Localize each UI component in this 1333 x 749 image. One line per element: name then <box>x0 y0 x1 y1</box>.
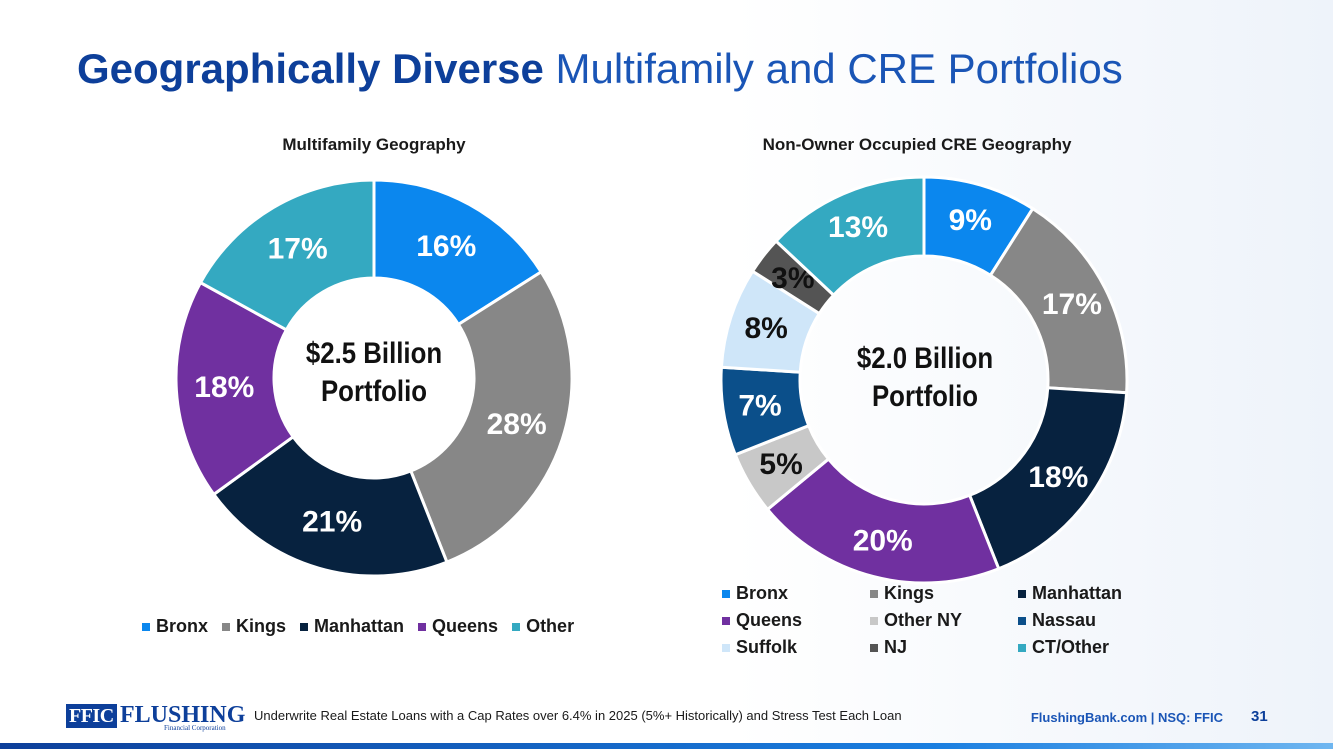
cre-legend-swatch <box>1018 589 1026 598</box>
multifamily-center-caption: Portfolio <box>320 375 428 408</box>
cre-legend-swatch <box>722 589 730 598</box>
cre-center-label: $2.0 Billion Portfolio <box>839 340 1011 416</box>
cre-legend-kings: Kings <box>870 583 1018 604</box>
cre-label-kings: 17% <box>1042 288 1102 321</box>
logo-name: FLUSHING <box>120 702 246 728</box>
cre-legend-label: Kings <box>884 583 935 603</box>
cre-legend: Bronx Kings Manhattan Queens Other NY Nassau S… <box>722 583 1148 658</box>
cre-legend-swatch <box>722 643 730 652</box>
multifamily-label-kings: 28% <box>487 408 547 441</box>
bottom-accent-bar <box>0 743 1333 749</box>
multifamily-label-bronx: 16% <box>416 230 476 263</box>
multifamily-legend-other: Other <box>512 616 574 637</box>
cre-legend-swatch <box>1018 643 1026 652</box>
cre-legend-manhattan: Manhattan <box>1018 583 1148 604</box>
cre-legend-swatch <box>870 616 878 625</box>
cre-slice-queens <box>765 456 1001 585</box>
multifamily-legend-swatch <box>512 622 521 631</box>
multifamily-legend: Bronx Kings Manhattan Queens Other <box>142 616 574 637</box>
multifamily-legend-swatch <box>142 622 150 631</box>
multifamily-legend-label: Kings <box>236 616 287 636</box>
cre-legend-label: Other NY <box>884 610 963 630</box>
multifamily-donut-chart: 16% 28% 21% 18% 17% <box>174 178 574 578</box>
cre-legend-bronx: Bronx <box>722 583 870 604</box>
cre-legend-suffolk: Suffolk <box>722 637 870 658</box>
cre-legend-other-ny: Other NY <box>870 610 1018 631</box>
cre-legend-queens: Queens <box>722 610 870 631</box>
cre-center-caption: Portfolio <box>871 380 979 413</box>
cre-legend-label: Suffolk <box>736 637 797 657</box>
flushing-logo: FFIC FLUSHING Financial Corporation <box>66 702 245 732</box>
cre-legend-label: CT/Other <box>1032 637 1110 657</box>
cre-label-nassau: 7% <box>738 389 781 422</box>
multifamily-center-amount: $2.5 Billion <box>305 337 443 370</box>
multifamily-legend-label: Queens <box>432 616 499 636</box>
cre-label-queens: 20% <box>853 524 913 557</box>
cre-legend-label: Queens <box>736 610 803 630</box>
cre-chart-title: Non-Owner Occupied CRE Geography <box>762 135 1072 154</box>
multifamily-slice-manhattan <box>211 434 449 578</box>
cre-label-ct-other: 13% <box>828 211 888 244</box>
cre-center-amount: $2.0 Billion <box>856 342 994 375</box>
multifamily-chart-title: Multifamily Geography <box>282 135 466 154</box>
footer-site: FlushingBank.com | NSQ: FFIC <box>1030 710 1223 725</box>
cre-label-suffolk: 8% <box>744 312 787 345</box>
cre-legend-label: NJ <box>884 637 908 657</box>
cre-label-manhattan: 18% <box>1028 461 1088 494</box>
cre-legend-ct-other: CT/Other <box>1018 637 1148 658</box>
multifamily-legend-swatch <box>300 622 309 631</box>
multifamily-legend-label: Other <box>526 616 575 636</box>
multifamily-legend-swatch <box>418 622 427 631</box>
cre-slice-ct-other <box>773 175 926 298</box>
multifamily-slice-queens <box>174 280 296 497</box>
cre-legend-swatch <box>1018 616 1026 625</box>
multifamily-label-other: 17% <box>268 232 328 265</box>
cre-legend-swatch <box>870 643 878 652</box>
title-rest: Multifamily and CRE Portfolios <box>543 45 1123 92</box>
title-bold: Geographically Diverse <box>77 45 544 92</box>
multifamily-legend-manhattan: Manhattan <box>300 616 404 637</box>
cre-legend-nassau: Nassau <box>1018 610 1148 631</box>
cre-legend-swatch <box>722 616 730 625</box>
cre-legend-label: Bronx <box>736 583 789 603</box>
multifamily-legend-queens: Queens <box>418 616 498 637</box>
multifamily-label-queens: 18% <box>194 371 254 404</box>
multifamily-slice-kings <box>408 269 574 565</box>
cre-legend-swatch <box>870 589 878 598</box>
cre-donut-chart: 9%17%18%20%5%7%8%3%13% <box>719 175 1129 585</box>
multifamily-label-manhattan: 21% <box>302 506 362 539</box>
multifamily-legend-label: Manhattan <box>314 616 405 636</box>
logo-mark: FFIC <box>66 704 117 728</box>
logo-subtitle: Financial Corporation <box>164 724 226 732</box>
multifamily-legend-bronx: Bronx <box>142 616 208 637</box>
cre-legend-label: Nassau <box>1032 610 1097 630</box>
cre-label-other-ny: 5% <box>759 448 802 481</box>
page-number: 31 <box>1251 708 1268 725</box>
multifamily-legend-label: Bronx <box>156 616 209 636</box>
footer-note: Underwrite Real Estate Loans with a Cap … <box>254 708 902 723</box>
cre-legend-label: Manhattan <box>1032 583 1122 603</box>
multifamily-legend-swatch <box>222 622 231 631</box>
cre-label-bronx: 9% <box>949 204 992 237</box>
multifamily-center-label: $2.5 Billion Portfolio <box>288 335 460 411</box>
multifamily-slice-other <box>198 178 376 332</box>
cre-legend-nj: NJ <box>870 637 1018 658</box>
slide-title: Geographically Diverse Multifamily and C… <box>77 44 1123 94</box>
multifamily-legend-kings: Kings <box>222 616 286 637</box>
